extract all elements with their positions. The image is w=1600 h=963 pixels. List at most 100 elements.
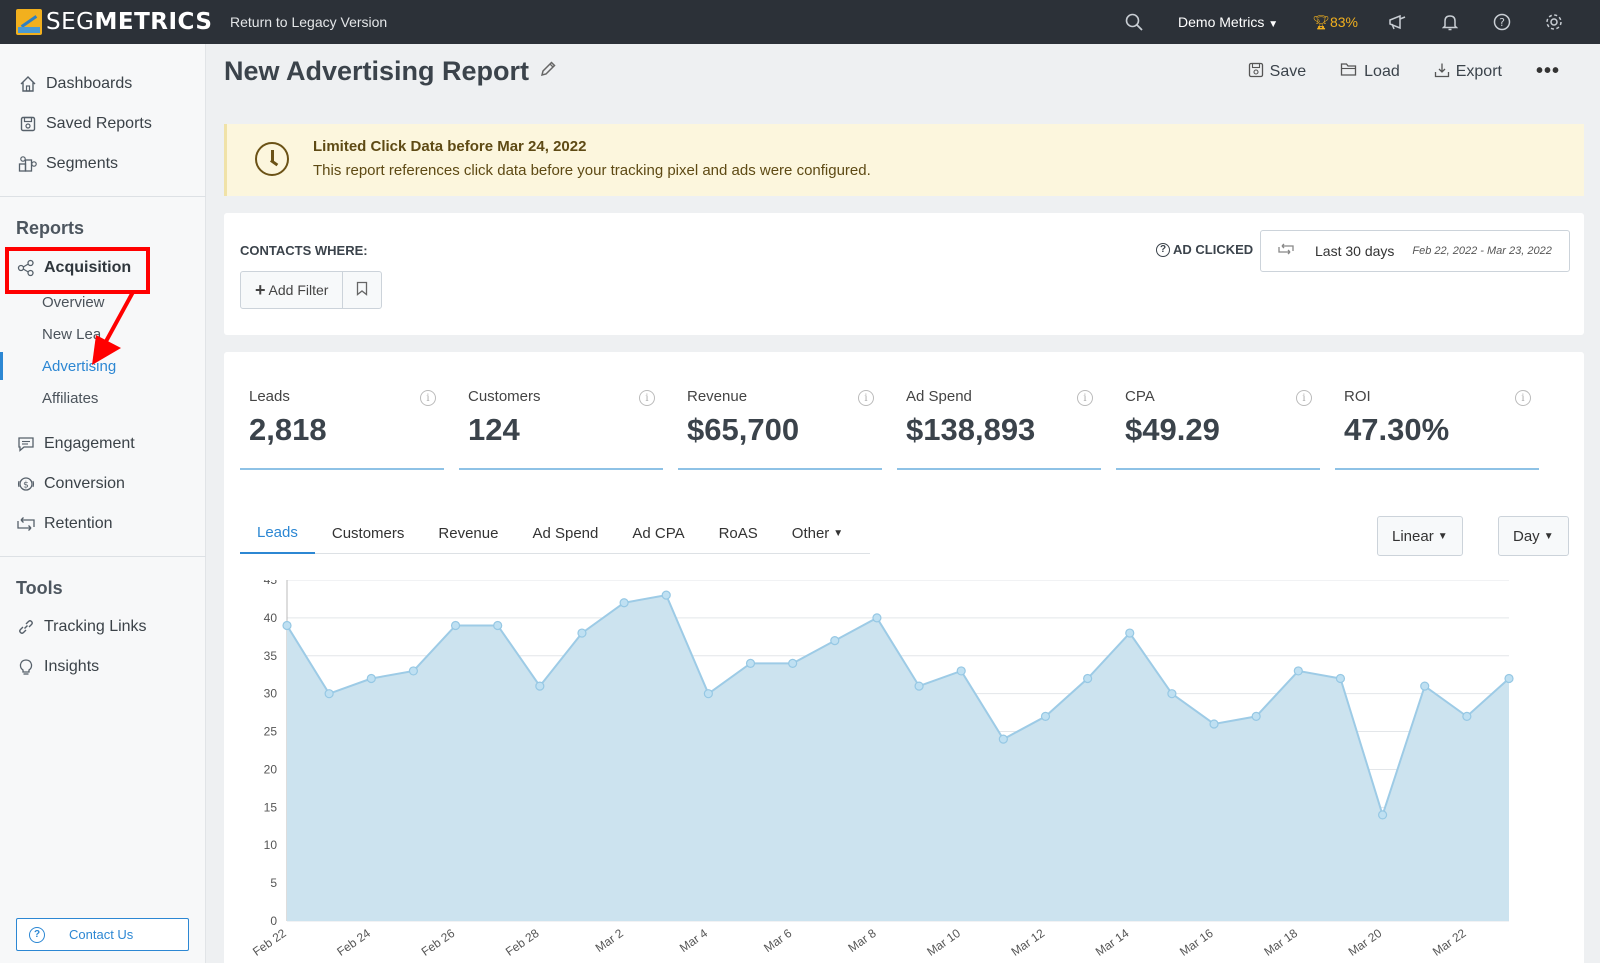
pencil-icon[interactable] <box>539 60 557 83</box>
logo[interactable]: SEGMETRICS <box>0 9 226 35</box>
sidebar-item-insights[interactable]: Insights <box>16 657 99 677</box>
data-point[interactable] <box>577 628 587 638</box>
x-tick-label: Mar 16 <box>1177 926 1216 959</box>
add-filter-button[interactable]: + Add Filter <box>241 272 344 308</box>
tab-leads[interactable]: Leads <box>240 512 315 554</box>
data-point[interactable] <box>830 636 840 646</box>
sidebar-sub-overview[interactable]: Overview <box>42 294 105 311</box>
sidebar-sub-advertising[interactable]: Advertising <box>42 358 117 375</box>
data-point[interactable] <box>1377 810 1388 820</box>
retention-icon <box>16 514 36 534</box>
metric-revenue[interactable]: Revenue i $65,700 <box>678 388 882 470</box>
repeat-icon <box>1277 242 1295 260</box>
data-point[interactable] <box>872 613 882 623</box>
tab-ad-cpa[interactable]: Ad CPA <box>632 524 685 542</box>
data-point[interactable] <box>661 590 671 600</box>
data-point[interactable] <box>282 620 292 631</box>
data-point[interactable] <box>1209 719 1219 729</box>
date-range-picker[interactable]: Last 30 days Feb 22, 2022 - Mar 23, 2022 <box>1260 230 1570 272</box>
x-tick-label: Feb 24 <box>334 926 373 959</box>
data-point[interactable] <box>1083 673 1093 684</box>
data-point[interactable] <box>1293 666 1303 676</box>
data-point[interactable] <box>745 658 756 668</box>
data-point[interactable] <box>535 681 545 691</box>
megaphone-icon[interactable] <box>1388 12 1408 32</box>
sidebar-item-acquisition[interactable]: Acquisition <box>16 258 131 278</box>
sidebar-item-dashboards[interactable]: Dashboards <box>18 74 132 94</box>
data-point[interactable] <box>1040 711 1051 721</box>
chart-tabs: Leads Customers Revenue Ad Spend Ad CPA … <box>240 512 870 554</box>
info-icon[interactable]: i <box>858 390 874 406</box>
metric-cpa[interactable]: CPA i $49.29 <box>1116 388 1320 470</box>
metric-customers[interactable]: Customers i 124 <box>459 388 663 470</box>
sidebar-item-saved-reports[interactable]: Saved Reports <box>18 114 152 134</box>
data-point[interactable] <box>1125 628 1135 638</box>
alert-title: Limited Click Data before Mar 24, 2022 <box>313 138 587 155</box>
export-button[interactable]: Export <box>1434 62 1502 82</box>
tab-customers[interactable]: Customers <box>331 524 405 542</box>
sidebar-item-conversion[interactable]: $ Conversion <box>16 474 125 494</box>
tab-roas[interactable]: RoAS <box>718 524 758 542</box>
reports-section-title: Reports <box>16 218 85 238</box>
sidebar-sub-new-leads[interactable]: New Lea <box>42 326 102 343</box>
y-tick-label: 5 <box>270 876 277 890</box>
sidebar-item-tracking-links[interactable]: Tracking Links <box>16 617 147 637</box>
data-point[interactable] <box>788 658 798 668</box>
data-point[interactable] <box>956 666 966 676</box>
data-point[interactable] <box>366 673 376 684</box>
leads-area-chart: 0 5 10 15 20 25 30 35 40 45 Feb 22 Feb 24 Feb 26 Feb … <box>250 580 1514 959</box>
metric-ad-spend[interactable]: Ad Spend i $138,893 <box>897 388 1101 470</box>
data-point[interactable] <box>998 734 1008 744</box>
sidebar-item-engagement[interactable]: Engagement <box>16 434 135 454</box>
data-point[interactable] <box>1335 673 1346 684</box>
account-dropdown[interactable]: Demo Metrics ▼ <box>1178 14 1279 30</box>
sidebar: Dashboards Saved Reports Segments Report… <box>0 44 206 963</box>
ad-clicked-label[interactable]: ? AD CLICKED <box>1156 242 1253 257</box>
sidebar-item-retention[interactable]: Retention <box>16 514 113 534</box>
tab-ad-spend[interactable]: Ad Spend <box>532 524 599 542</box>
data-point[interactable] <box>619 598 629 608</box>
bell-icon[interactable] <box>1440 12 1460 32</box>
data-point[interactable] <box>408 666 419 676</box>
tab-other[interactable]: Other ▼ <box>791 524 844 542</box>
data-point[interactable] <box>1251 711 1261 721</box>
interval-dropdown[interactable]: Day ▼ <box>1498 516 1569 556</box>
data-point[interactable] <box>1420 681 1430 691</box>
info-icon[interactable]: i <box>1515 390 1531 406</box>
x-tick-label: Mar 8 <box>845 926 878 955</box>
sidebar-sub-affiliates[interactable]: Affiliates <box>42 390 99 407</box>
data-point[interactable] <box>450 620 461 631</box>
legacy-version-link[interactable]: Return to Legacy Version <box>230 14 388 30</box>
info-icon[interactable]: i <box>639 390 655 406</box>
series-line <box>286 594 1510 819</box>
gear-icon[interactable] <box>1544 12 1564 32</box>
tab-revenue[interactable]: Revenue <box>438 524 499 542</box>
bookmark-filter-button[interactable] <box>343 272 381 308</box>
search-icon[interactable] <box>1124 12 1144 32</box>
share-nodes-icon <box>16 258 36 278</box>
data-point[interactable] <box>493 620 503 631</box>
info-icon[interactable]: i <box>420 390 436 406</box>
load-button[interactable]: Load <box>1340 62 1400 81</box>
scale-dropdown[interactable]: Linear ▼ <box>1377 516 1463 556</box>
metric-leads[interactable]: Leads i 2,818 <box>240 388 444 470</box>
data-point[interactable] <box>1504 673 1514 684</box>
export-icon <box>1434 62 1450 82</box>
data-point[interactable] <box>324 689 334 699</box>
sidebar-item-segments[interactable]: Segments <box>18 154 118 174</box>
score-badge[interactable]: 🏆︎83% <box>1312 13 1358 30</box>
save-button[interactable]: Save <box>1248 62 1306 82</box>
data-point[interactable] <box>1167 689 1177 699</box>
contact-us-button[interactable]: ? Contact Us <box>16 918 189 951</box>
data-point[interactable] <box>914 681 924 691</box>
info-icon[interactable]: i <box>1077 390 1093 406</box>
info-icon[interactable]: i <box>1296 390 1312 406</box>
alert-text: This report references click data before… <box>313 162 871 179</box>
more-options-button[interactable]: ••• <box>1535 60 1560 82</box>
bookmark-icon <box>356 281 368 299</box>
help-icon[interactable]: ? <box>1492 12 1512 32</box>
data-point[interactable] <box>703 689 713 699</box>
y-tick-label: 0 <box>270 914 277 928</box>
data-point[interactable] <box>1462 711 1472 721</box>
metric-roi[interactable]: ROI i 47.30% <box>1335 388 1539 470</box>
